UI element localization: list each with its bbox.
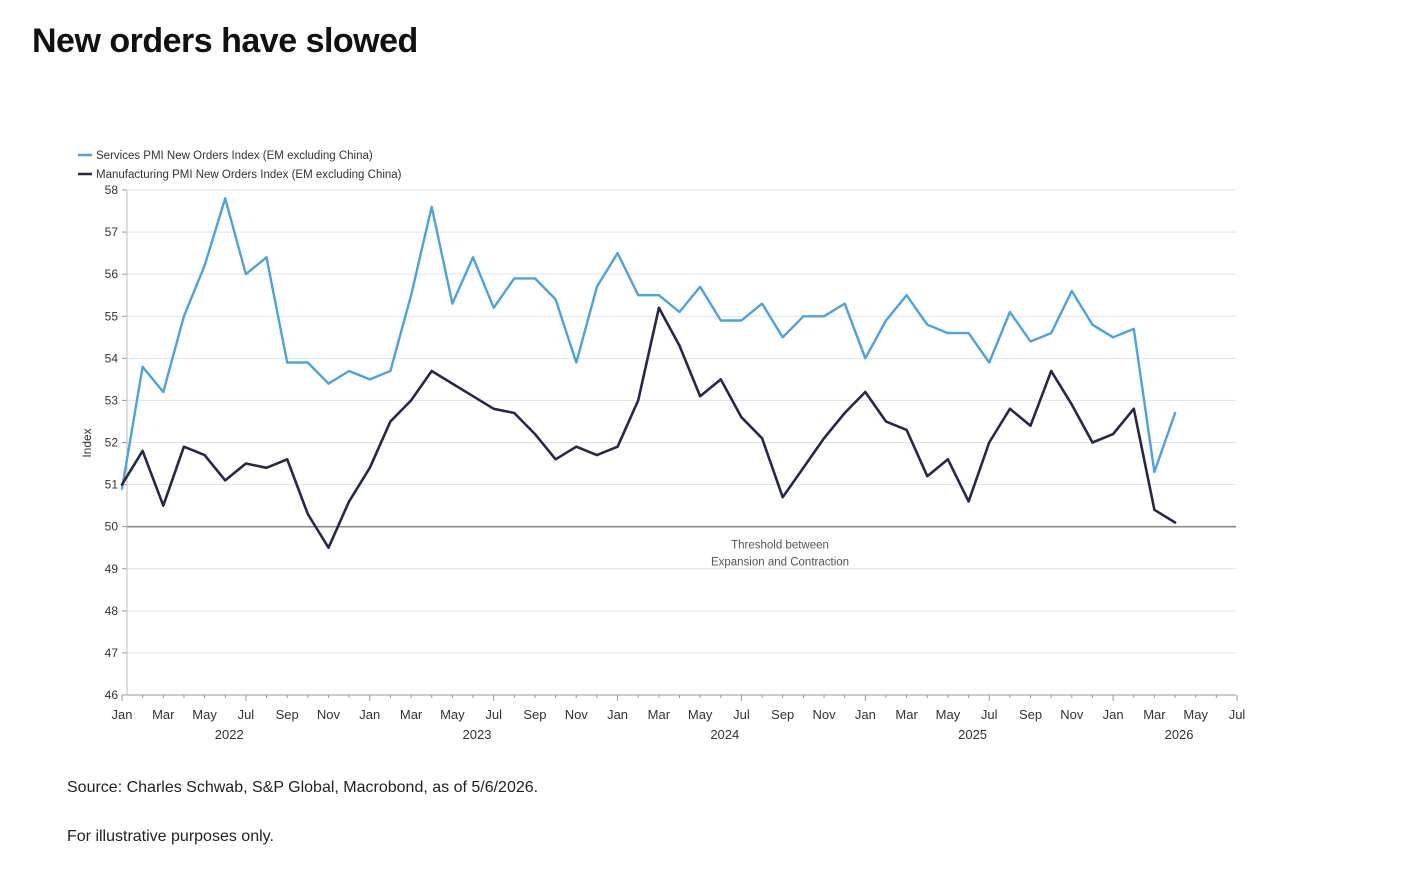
x-tick-label: May xyxy=(936,707,961,722)
y-tick-label: 54 xyxy=(105,351,119,365)
y-axis: 46 47 48 49 50 51 52 53 54 55 56 57 58 xyxy=(105,183,128,702)
y-tick-label: 57 xyxy=(105,225,119,239)
y-tick-label: 47 xyxy=(105,646,119,660)
x-tick-label: Jan xyxy=(1103,707,1124,722)
y-tick-label: 50 xyxy=(105,520,119,534)
x-tick-label: Nov xyxy=(565,707,589,722)
x-tick-label: Mar xyxy=(895,707,918,722)
y-tick-label: 48 xyxy=(105,604,119,618)
x-tick-label: Jul xyxy=(981,707,998,722)
x-tick-label: Jan xyxy=(359,707,380,722)
x-tick-label: May xyxy=(688,707,713,722)
x-tick-label: Sep xyxy=(771,707,794,722)
y-axis-label: Index xyxy=(80,428,94,457)
y-tick-label: 55 xyxy=(105,309,119,323)
x-tick-label: Mar xyxy=(648,707,671,722)
y-tick-label: 53 xyxy=(105,393,119,407)
x-tick-label: Jul xyxy=(733,707,750,722)
disclaimer-note: For illustrative purposes only. xyxy=(67,828,274,845)
x-tick-label: Nov xyxy=(317,707,341,722)
x-year-label: 2024 xyxy=(710,727,739,742)
series-line-manufacturing xyxy=(120,306,1177,550)
x-year-label: 2026 xyxy=(1165,727,1194,742)
x-tick-label: May xyxy=(192,707,217,722)
x-tick-label: Nov xyxy=(1060,707,1084,722)
x-tick-label: Jul xyxy=(238,707,255,722)
x-axis: Jan Mar May Jul Sep Nov Jan Mar May Jul Sep Nov Jan M… xyxy=(112,694,1246,742)
x-tick-label: Nov xyxy=(812,707,836,722)
x-tick-label: Mar xyxy=(400,707,423,722)
x-tick-label: Mar xyxy=(152,707,175,722)
y-tick-label: 49 xyxy=(105,562,119,576)
x-tick-label: Jan xyxy=(112,707,133,722)
series-line-services xyxy=(120,197,1177,490)
chart-grid xyxy=(128,189,1236,654)
y-tick-label: 46 xyxy=(105,688,119,702)
x-tick-label: May xyxy=(1183,707,1208,722)
x-tick-label: Sep xyxy=(1019,707,1042,722)
x-tick-label: Jul xyxy=(485,707,502,722)
x-tick-label: May xyxy=(440,707,465,722)
x-year-label: 2022 xyxy=(215,727,244,742)
page-title: New orders have slowed xyxy=(32,22,418,60)
x-tick-label: Jan xyxy=(607,707,628,722)
legend-label: Manufacturing PMI New Orders Index (EM e… xyxy=(96,169,402,181)
x-tick-label: Sep xyxy=(523,707,546,722)
y-tick-label: 51 xyxy=(105,478,119,492)
x-year-label: 2025 xyxy=(958,727,987,742)
y-tick-label: 58 xyxy=(105,183,119,197)
x-tick-label: Sep xyxy=(276,707,299,722)
x-year-label: 2023 xyxy=(463,727,492,742)
x-tick-label: Jan xyxy=(855,707,876,722)
threshold-label: Expansion and Contraction xyxy=(711,557,849,569)
threshold-label: Threshold between xyxy=(731,540,829,552)
source-note: Source: Charles Schwab, S&P Global, Macr… xyxy=(67,779,539,796)
y-tick-label: 56 xyxy=(105,267,119,281)
x-tick-label: Mar xyxy=(1143,707,1166,722)
chart-legend: Services PMI New Orders Index (EM exclud… xyxy=(78,150,402,181)
legend-label: Services PMI New Orders Index (EM exclud… xyxy=(96,150,373,162)
chart-series xyxy=(120,197,1177,550)
x-tick-label: Jul xyxy=(1229,707,1246,722)
threshold-group: Threshold between Expansion and Contracti… xyxy=(127,525,1236,569)
y-tick-label: 52 xyxy=(105,436,119,450)
